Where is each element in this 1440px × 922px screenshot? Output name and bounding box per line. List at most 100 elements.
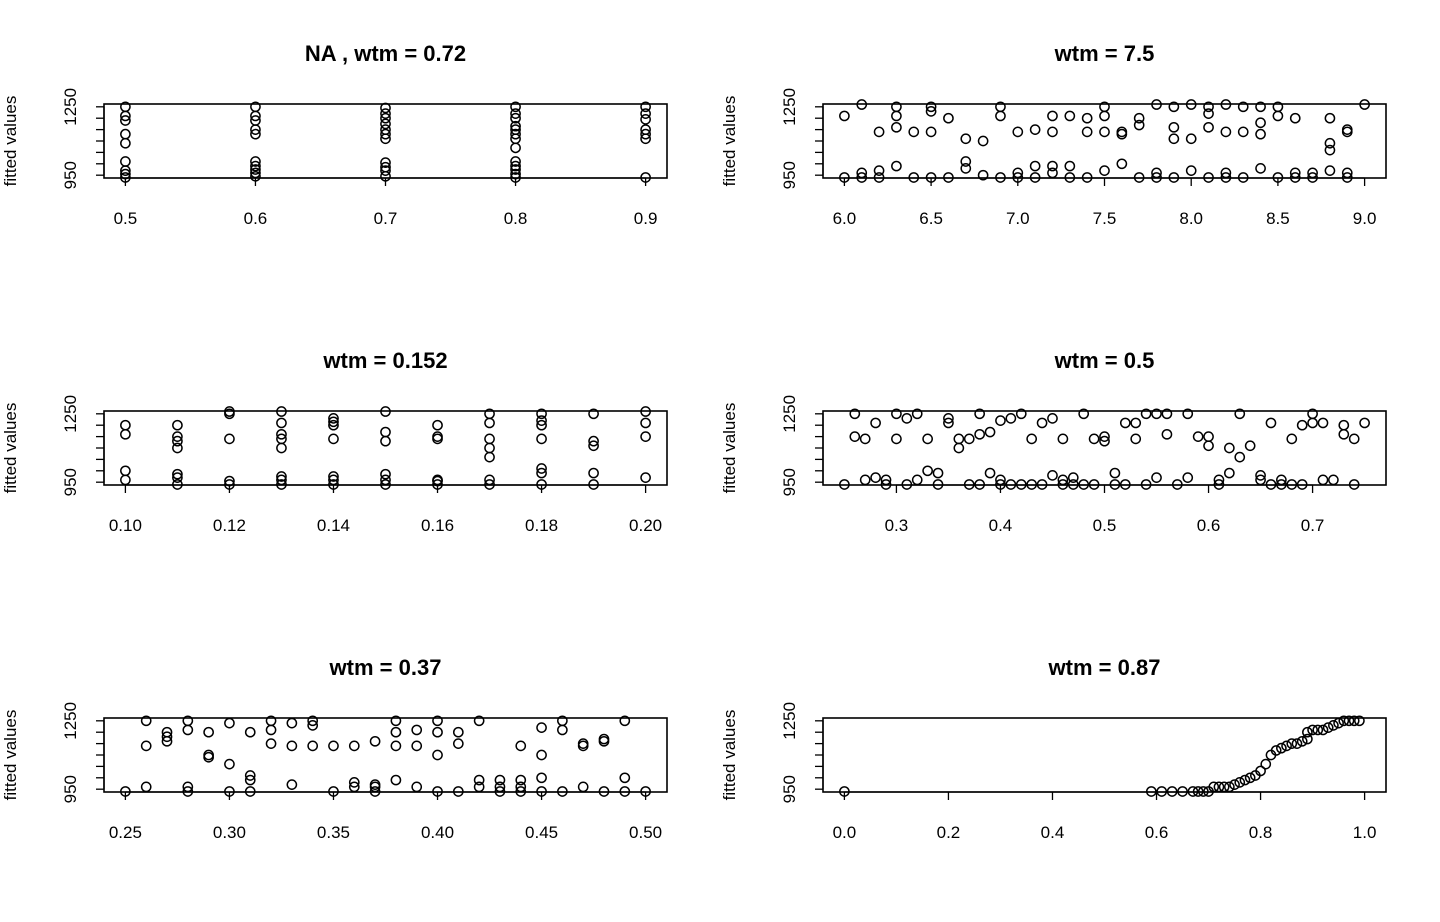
data-point [870,472,881,483]
data-point [1185,99,1197,110]
data-point [161,731,173,743]
x-tick-label: 0.40 [421,823,454,842]
data-point [244,770,256,781]
data-point [1272,172,1284,183]
data-point [588,440,599,452]
data-point [432,715,443,727]
data-point [244,786,256,797]
data-point [265,738,277,749]
data-point [328,474,339,486]
data-point [1015,479,1027,490]
data-point [484,417,495,429]
data-point [1359,99,1370,110]
data-point [1109,467,1121,479]
data-point [908,172,920,183]
data-point [1218,781,1230,793]
data-point [1281,740,1292,752]
x-tick-label: 0.4 [989,516,1013,535]
data-point [515,781,527,793]
data-point [1168,121,1180,133]
data-point [224,786,235,797]
data-point [619,786,631,797]
data-point [856,167,868,179]
data-point [1067,479,1079,490]
data-point [943,172,954,183]
data-point [1203,121,1214,133]
data-point [1312,724,1324,736]
data-point [120,172,131,183]
data-point [182,724,194,736]
data-point [380,108,391,119]
data-point [510,142,521,154]
data-point [873,165,885,176]
data-point [380,406,391,417]
data-point [172,468,183,480]
chart-panel-2: wtm = 7.5 6.0 6.5 7.0 7.5 8.0 8.5 9.0 950 1250 fit… [720,41,1387,228]
data-point [1348,479,1360,490]
data-point [557,715,568,727]
data-point [120,156,131,167]
data-point [1078,479,1090,490]
data-point [1168,133,1180,145]
data-point [276,406,287,417]
data-point [977,135,989,147]
data-point [1317,724,1329,736]
data-point [1161,428,1173,440]
data-point [1341,124,1353,135]
data-point [1348,433,1360,445]
y-axis-label: fitted values [720,96,739,187]
x-tick-label: 0.6 [1197,516,1221,535]
data-point [224,717,235,729]
x-tick-label: 0.9 [634,209,658,228]
data-point [1161,408,1173,420]
data-point [640,472,651,483]
data-point [348,777,360,788]
data-point [839,172,850,183]
data-point [120,168,131,180]
data-point [1220,99,1232,110]
data-point [859,474,871,486]
data-point [432,474,443,486]
data-point [880,474,892,486]
data-point [856,172,868,183]
data-point [1324,112,1336,124]
data-point [1307,724,1318,736]
data-point [1005,413,1017,424]
data-point [922,433,933,445]
data-point [1333,717,1344,729]
data-point [640,128,651,140]
data-point [250,101,261,113]
data-point [1354,715,1365,727]
data-point [307,740,319,752]
data-point [276,433,287,445]
data-point [577,781,589,793]
data-point [515,786,527,797]
data-point [1099,110,1110,122]
data-point [1168,172,1180,183]
y-tick-label: 1250 [61,395,80,433]
data-point [1307,172,1318,183]
data-point [380,161,391,173]
data-point [577,738,589,749]
data-point [1026,479,1038,490]
data-point [1296,479,1308,490]
data-point [224,475,235,487]
data-point [1302,733,1313,745]
y-tick-label: 1250 [61,702,80,740]
data-point [276,442,287,454]
data-point [588,479,599,490]
data-point [1203,172,1214,183]
data-point [901,413,913,424]
data-point [1220,172,1232,183]
data-point [484,433,495,445]
data-point [943,413,954,424]
chart-panel-1: NA , wtm = 0.72 0.5 0.6 0.7 0.8 0.9 950 1250 fit… [1,41,668,228]
data-point [984,467,996,479]
data-point [1047,167,1058,179]
data-point [922,465,933,477]
data-point [1036,417,1048,429]
data-point [411,740,423,752]
y-tick-label: 1250 [61,88,80,126]
data-point [432,479,443,490]
data-point [932,479,944,490]
